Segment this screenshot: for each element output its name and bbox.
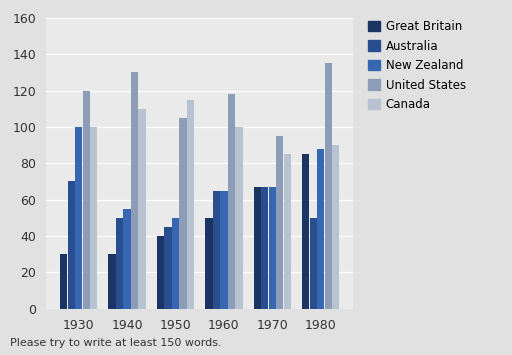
Bar (310, 218, 317, 309)
Bar (82, 91, 90, 309)
Bar (90, 127, 97, 309)
Bar (220, 191, 227, 309)
Bar (60, 254, 67, 309)
Bar (187, 100, 194, 309)
Bar (253, 187, 261, 309)
Bar (179, 118, 186, 309)
Bar (276, 136, 284, 309)
Bar (325, 63, 332, 309)
Bar (235, 127, 243, 309)
Text: Please try to write at least 150 words.: Please try to write at least 150 words. (10, 338, 222, 348)
Legend: Great Britain, Australia, New Zealand, United States, Canada: Great Britain, Australia, New Zealand, U… (365, 17, 469, 115)
Bar (123, 209, 131, 309)
Bar (157, 236, 164, 309)
Bar (302, 154, 309, 309)
Bar (131, 72, 138, 309)
Bar (213, 191, 220, 309)
Bar (317, 149, 324, 309)
Bar (172, 218, 179, 309)
Bar (205, 218, 212, 309)
Bar (332, 145, 339, 309)
Bar (269, 187, 276, 309)
Bar (75, 127, 82, 309)
Bar (116, 218, 123, 309)
Bar (284, 154, 291, 309)
Bar (261, 187, 268, 309)
Bar (164, 227, 172, 309)
Bar (138, 109, 146, 309)
Bar (228, 94, 235, 309)
Bar (109, 254, 116, 309)
Bar (68, 181, 75, 309)
